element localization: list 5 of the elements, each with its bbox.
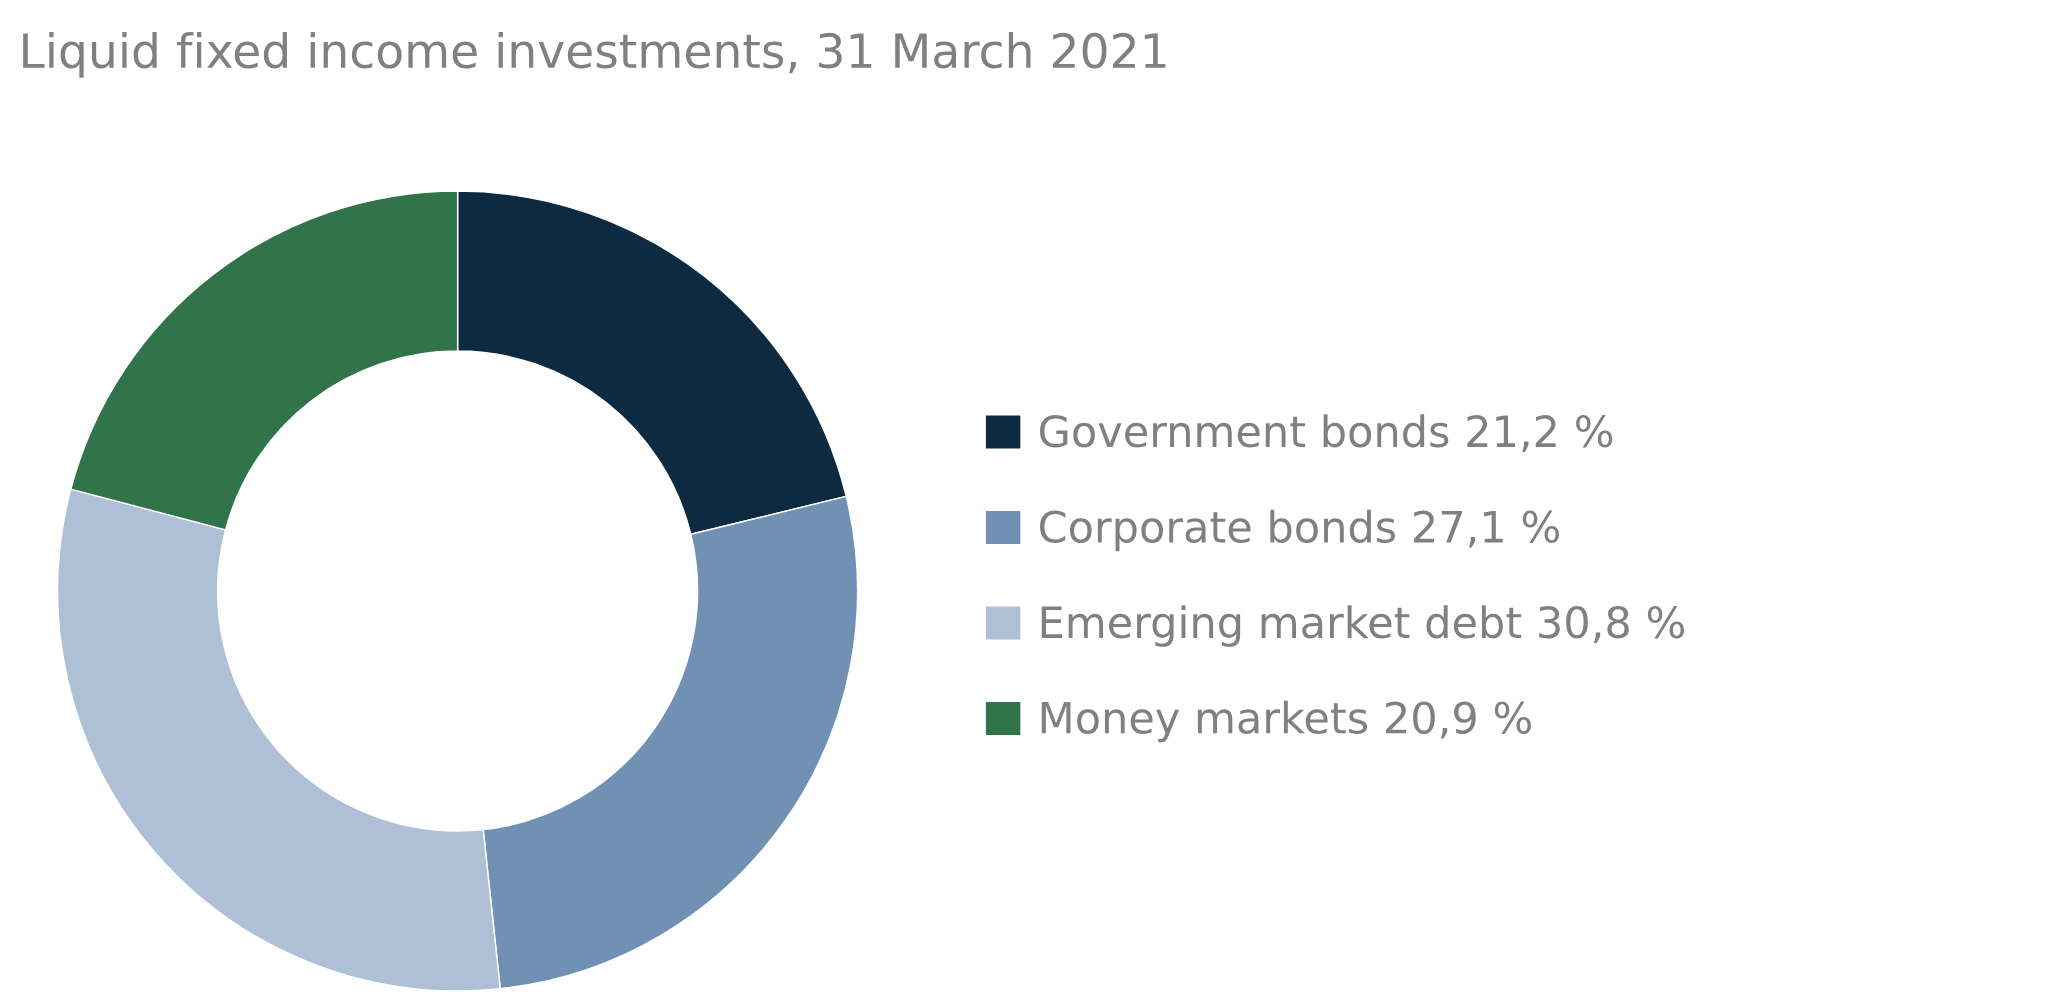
legend-label: Emerging market debt 30,8 %: [1041, 605, 1684, 647]
legend-label: Government bonds 21,2 %: [1039, 414, 1613, 452]
legend-label: Money markets 20,9 %: [1041, 700, 1531, 743]
chart-title: Liquid fixed income investments, 31 March 2021: [23, 31, 1166, 78]
legend-label: Corporate bonds 27,1 %: [1039, 509, 1559, 552]
